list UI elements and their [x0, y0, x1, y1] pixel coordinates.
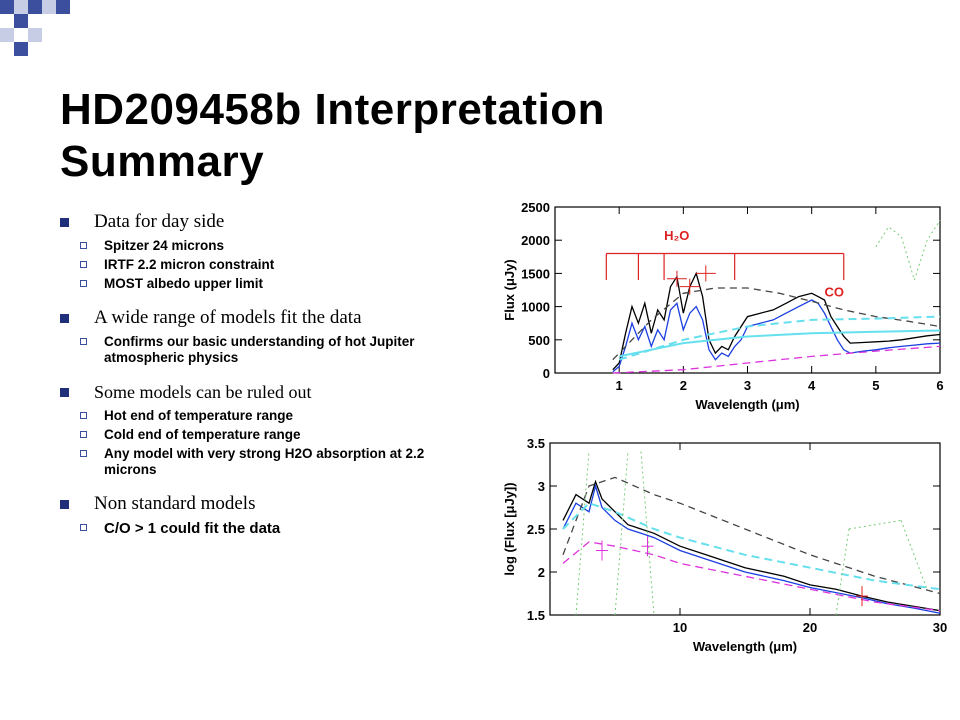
y-tick-label: 0	[543, 366, 550, 381]
sub-bullet: Confirms our basic understanding of hot …	[60, 334, 460, 366]
log-flux-chart-mid-ir: 10 20 30 1.5 2 2.5 3 3.5 Wavelength (μm) log (Flu…	[502, 436, 947, 654]
x-tick-label: 30	[933, 620, 947, 635]
series-line	[612, 271, 941, 371]
bullet-models-fit: A wide range of models fit the data	[60, 306, 460, 330]
y-tick-label: 1500	[521, 266, 550, 281]
sub-bullet: MOST albedo upper limit	[60, 276, 460, 292]
series-line	[562, 541, 941, 612]
series-line	[562, 476, 941, 595]
sub-bullet: Any model with very strong H2O absorptio…	[60, 446, 460, 478]
series-line	[612, 345, 941, 374]
slide-title: HD209458b Interpretation Summary	[60, 84, 760, 188]
plot-frame	[554, 206, 941, 374]
x-tick-label: 6	[936, 378, 943, 393]
series-line	[562, 502, 941, 591]
series-line	[618, 315, 941, 361]
x-axis-label: Wavelength (μm)	[695, 397, 799, 412]
y-tick-label: 1000	[521, 300, 550, 315]
series-line	[575, 451, 590, 616]
co-annotation: CO	[825, 285, 845, 300]
x-axis-label: Wavelength (μm)	[693, 639, 797, 654]
sub-bullet: IRTF 2.2 micron constraint	[60, 257, 460, 273]
bullet-list: Data for day side Spitzer 24 microns IRT…	[60, 210, 460, 538]
series-line	[875, 220, 941, 282]
y-axis-label: log (Flux [μJy])	[502, 482, 517, 575]
x-tick-label: 4	[808, 378, 816, 393]
bullet-non-standard: Non standard models	[60, 492, 460, 516]
series-line	[612, 287, 941, 361]
h2o-annotation: H₂O	[664, 228, 689, 243]
x-tick-label: 5	[872, 378, 879, 393]
bullet-day-side: Data for day side	[60, 210, 460, 234]
y-tick-label: 3.5	[527, 436, 545, 451]
y-axis-label: Flux (μJy)	[502, 259, 517, 320]
sub-bullet: Spitzer 24 microns	[60, 238, 460, 254]
slide-title-line1: HD209458b Interpretation	[60, 85, 606, 134]
sub-bullet: Hot end of temperature range	[60, 408, 460, 424]
series-line	[640, 451, 655, 616]
series-line	[848, 519, 902, 530]
x-tick-label: 20	[803, 620, 817, 635]
sub-bullet: Cold end of temperature range	[60, 427, 460, 443]
bullet-ruled-out: Some models can be ruled out	[60, 380, 460, 404]
y-tick-label: 1.5	[527, 608, 545, 623]
series-line	[618, 329, 941, 358]
x-tick-label: 10	[673, 620, 687, 635]
series-line	[612, 299, 941, 373]
flux-chart-near-ir: 1 2 3 4 5 6 0 500 1000 1500 2000 2500 Wavelength (μm…	[502, 200, 944, 412]
series-line	[562, 479, 941, 612]
y-tick-label: 2500	[521, 200, 550, 215]
y-tick-label: 2	[538, 565, 545, 580]
x-tick-label: 1	[616, 378, 623, 393]
x-tick-label: 3	[744, 378, 751, 393]
sub-bullet: C/O > 1 could fit the data	[60, 520, 460, 538]
y-tick-label: 2000	[521, 233, 550, 248]
y-tick-label: 500	[528, 333, 550, 348]
slide-title-line2: Summary	[60, 137, 265, 186]
y-tick-label: 3	[538, 479, 545, 494]
series-line	[562, 483, 941, 614]
series-line	[835, 528, 850, 616]
series-line	[614, 451, 629, 616]
corner-squares-logo	[0, 0, 70, 56]
x-tick-label: 2	[680, 378, 687, 393]
y-tick-label: 2.5	[527, 522, 545, 537]
series-line	[900, 520, 928, 590]
